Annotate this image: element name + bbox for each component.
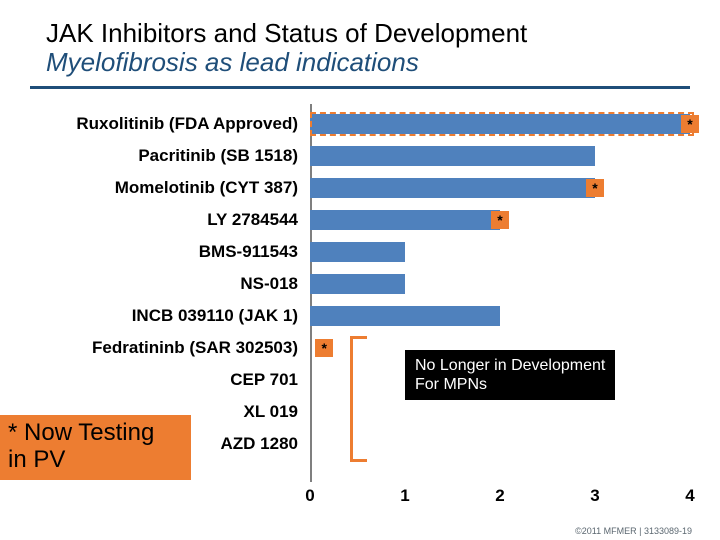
footnote-line-1: * Now Testing	[8, 419, 183, 447]
x-tick-label: 1	[400, 486, 409, 506]
x-tick-label: 2	[495, 486, 504, 506]
bracket	[350, 336, 367, 462]
x-tick-label: 4	[685, 486, 694, 506]
footnote-line-2: in PV	[8, 446, 183, 474]
row-label: INCB 039110 (JAK 1)	[0, 306, 298, 326]
bar-dashed-outline	[310, 112, 694, 136]
bar	[310, 274, 405, 294]
row-label: Fedratininb (SAR 302503)	[0, 338, 298, 358]
slide-title: JAK Inhibitors and Status of Development…	[0, 0, 720, 82]
star-marker: *	[315, 339, 333, 357]
bar	[310, 146, 595, 166]
title-line-2: Myelofibrosis as lead indications	[46, 47, 720, 78]
row-label: Momelotinib (CYT 387)	[0, 178, 298, 198]
legend-box: No Longer in Development For MPNs	[405, 350, 615, 400]
row-label: NS-018	[0, 274, 298, 294]
star-marker: *	[491, 211, 509, 229]
legend-line-1: No Longer in Development	[415, 356, 605, 375]
row-label: LY 2784544	[0, 210, 298, 230]
title-line-1: JAK Inhibitors and Status of Development	[46, 18, 720, 49]
legend-line-2: For MPNs	[415, 375, 605, 394]
title-underline	[30, 86, 690, 89]
star-marker: *	[681, 115, 699, 133]
row-label: CEP 701	[0, 370, 298, 390]
footnote-box: * Now Testing in PV	[0, 415, 191, 480]
row-label: BMS-911543	[0, 242, 298, 262]
footer-text: ©2011 MFMER | 3133089-19	[575, 526, 692, 536]
star-marker: *	[586, 179, 604, 197]
bar	[310, 210, 500, 230]
x-tick-label: 3	[590, 486, 599, 506]
x-tick-label: 0	[305, 486, 314, 506]
bar	[310, 178, 595, 198]
bar	[310, 306, 500, 326]
row-label: Pacritinib (SB 1518)	[0, 146, 298, 166]
bar	[310, 242, 405, 262]
row-label: Ruxolitinib (FDA Approved)	[0, 114, 298, 134]
